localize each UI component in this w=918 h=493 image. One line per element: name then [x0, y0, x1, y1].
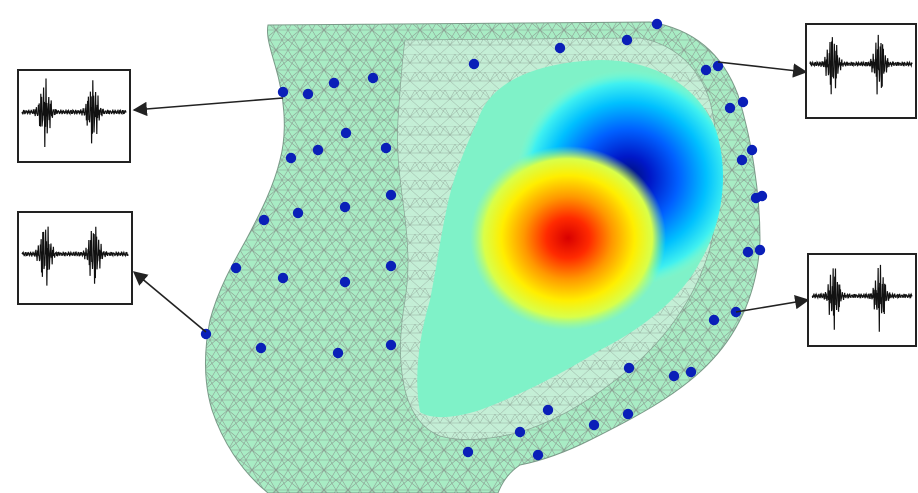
- arrow-icon: [132, 97, 284, 117]
- waveform-icon: [21, 226, 129, 286]
- sensor-dot-icon: [302, 88, 314, 100]
- sensor-dot-icon: [385, 339, 397, 351]
- sensor-dot-icon: [737, 96, 749, 108]
- sensor-dot-icon: [736, 154, 748, 166]
- sensor-dot-icon: [708, 314, 720, 326]
- sensor-dot-icon: [312, 144, 324, 156]
- sensor-dot-icon: [255, 342, 267, 354]
- sensor-dot-icon: [712, 60, 724, 72]
- signal-panel-bottom-left: [17, 211, 133, 305]
- sensor-dot-icon: [277, 272, 289, 284]
- signal-panel-bottom-right: [807, 253, 917, 347]
- sensor-dot-icon: [622, 408, 634, 420]
- sensor-dot-icon: [258, 214, 270, 226]
- sensor-dot-icon: [700, 64, 712, 76]
- sensor-dot-icon: [468, 58, 480, 70]
- sensor-dot-icon: [339, 201, 351, 213]
- signal-panel-top-left: [17, 69, 131, 163]
- sensor-dot-icon: [623, 362, 635, 374]
- waveform-icon: [809, 34, 913, 95]
- sensor-dot-icon: [332, 347, 344, 359]
- sensor-dot-icon: [514, 426, 526, 438]
- sensor-dot-icon: [339, 276, 351, 288]
- sensor-dot-icon: [542, 404, 554, 416]
- sensor-dot-icon: [385, 260, 397, 272]
- sensor-dot-icon: [462, 446, 474, 458]
- sensor-dot-icon: [230, 262, 242, 274]
- arrow-icon: [132, 271, 207, 333]
- sensor-dot-icon: [340, 127, 352, 139]
- sensor-dot-icon: [746, 144, 758, 156]
- waveform-icon: [21, 78, 127, 147]
- sensor-dot-icon: [367, 72, 379, 84]
- arrow-icon: [735, 295, 810, 313]
- signal-arrows: [132, 61, 810, 333]
- sensor-dot-icon: [651, 18, 663, 30]
- sensor-dot-icon: [724, 102, 736, 114]
- sensor-dot-icon: [756, 190, 768, 202]
- sensor-dot-icon: [200, 328, 212, 340]
- waveform-icon: [811, 264, 913, 332]
- sensor-dot-icon: [380, 142, 392, 154]
- sensor-dot-icon: [621, 34, 633, 46]
- sensor-dot-icon: [685, 366, 697, 378]
- sensor-dot-icon: [754, 244, 766, 256]
- signal-panel-top-right: [805, 23, 917, 119]
- sensor-dot-icon: [277, 86, 289, 98]
- sensor-dot-icon: [532, 449, 544, 461]
- sensor-dot-icon: [285, 152, 297, 164]
- sensor-dot-icon: [668, 370, 680, 382]
- sensor-dot-icon: [292, 207, 304, 219]
- arrow-icon: [717, 61, 808, 78]
- sensor-dot-icon: [328, 77, 340, 89]
- sensor-dot-icon: [385, 189, 397, 201]
- sensor-array: [200, 18, 768, 461]
- source-activity-map: [417, 60, 723, 418]
- sensor-dot-icon: [554, 42, 566, 54]
- sensor-dot-icon: [588, 419, 600, 431]
- sensor-dot-icon: [742, 246, 754, 258]
